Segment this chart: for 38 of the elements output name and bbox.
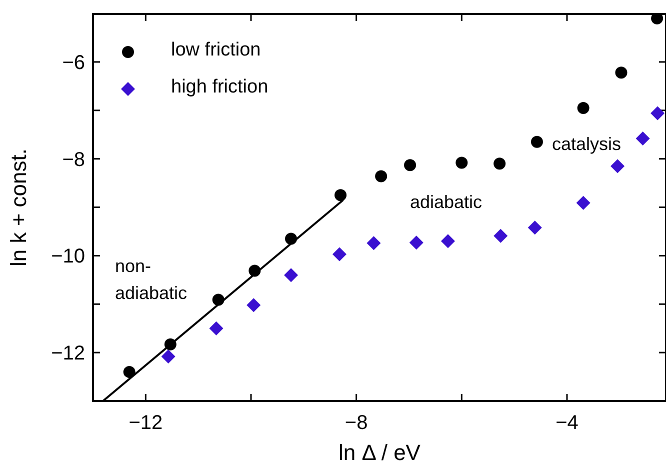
legend-label: low friction: [171, 40, 261, 61]
point: [334, 189, 347, 202]
point: [528, 220, 542, 235]
x-tick-label: −8: [344, 412, 368, 434]
point: [440, 234, 455, 248]
y-tick-label: −8: [62, 148, 85, 171]
point: [246, 298, 261, 312]
annotation: non- adiabatic: [115, 256, 188, 303]
point: [284, 268, 298, 282]
point: [650, 106, 665, 120]
point: [651, 14, 664, 24]
point: [610, 159, 625, 174]
point: [577, 102, 590, 114]
point: [209, 321, 224, 336]
point: [123, 366, 136, 378]
annotation: adiabatic: [410, 192, 482, 212]
point: [366, 236, 381, 250]
point: [456, 156, 468, 169]
point: [494, 228, 508, 243]
point: [615, 66, 628, 79]
point: [636, 131, 650, 146]
point: [404, 159, 416, 172]
y-axis-title: ln k + const.: [6, 148, 31, 267]
annotation: catalysis: [552, 134, 622, 154]
point: [576, 196, 590, 210]
point: [161, 349, 176, 364]
y-tick-label: −12: [51, 342, 85, 365]
x-tick-label: −4: [556, 412, 578, 434]
point: [494, 158, 506, 170]
point: [409, 236, 424, 250]
y-tick-label: −10: [51, 246, 85, 268]
point: [375, 170, 388, 182]
x-tick-label: −12: [128, 412, 163, 434]
point: [530, 136, 543, 148]
legend-label: high friction: [171, 76, 268, 98]
point: [332, 247, 346, 262]
y-tick-label: −6: [62, 52, 85, 74]
x-axis-title: ln Δ / eV: [338, 440, 421, 465]
